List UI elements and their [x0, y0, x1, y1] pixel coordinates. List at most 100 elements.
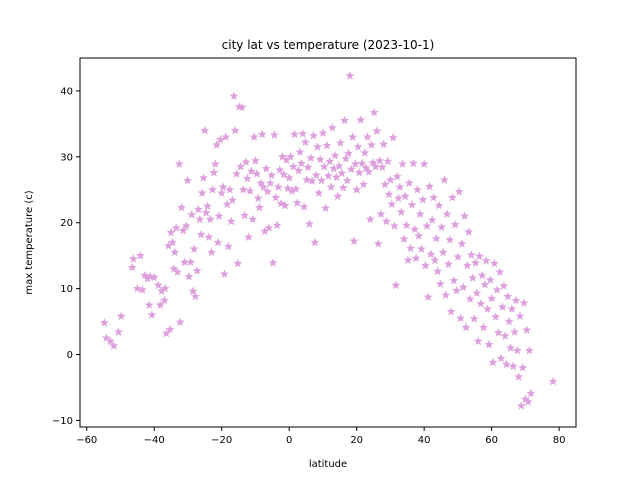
data-point	[300, 137, 310, 147]
data-point	[512, 345, 522, 355]
x-tick-label: −60	[76, 435, 97, 446]
data-point	[426, 249, 436, 259]
y-tick-label: 10	[60, 284, 73, 295]
data-point	[116, 311, 126, 321]
data-point	[514, 372, 524, 381]
data-point	[105, 336, 115, 346]
data-point	[462, 260, 472, 270]
data-point	[375, 156, 385, 165]
data-point	[402, 220, 412, 230]
data-point	[217, 188, 227, 197]
data-point	[256, 178, 266, 188]
data-point	[376, 209, 386, 219]
data-point	[465, 294, 475, 304]
data-point	[288, 161, 298, 171]
data-point	[403, 255, 413, 265]
data-point	[318, 128, 328, 137]
data-point	[233, 258, 243, 268]
data-point	[425, 181, 435, 191]
data-point	[341, 154, 351, 163]
y-tick-label: 30	[60, 152, 73, 163]
data-point	[277, 152, 287, 161]
data-point	[447, 192, 458, 202]
data-point	[188, 286, 198, 296]
data-point	[406, 243, 416, 253]
data-point	[345, 71, 355, 80]
data-point	[460, 211, 470, 220]
data-point	[240, 210, 250, 220]
data-point	[275, 165, 285, 174]
data-point	[294, 165, 304, 175]
data-point	[340, 115, 350, 125]
data-point	[437, 222, 447, 232]
data-point	[469, 314, 479, 323]
data-point	[466, 250, 476, 259]
data-points	[99, 71, 558, 410]
data-point	[159, 295, 169, 305]
data-point	[362, 132, 372, 141]
data-point	[384, 189, 394, 199]
data-point	[510, 327, 520, 336]
data-point	[252, 169, 262, 178]
data-point	[352, 185, 362, 194]
data-point	[365, 214, 375, 224]
data-point	[454, 187, 464, 196]
data-point	[389, 221, 400, 230]
data-point	[400, 191, 410, 201]
data-point	[215, 134, 225, 144]
data-point	[276, 198, 286, 208]
data-point	[371, 161, 381, 171]
y-tick-label: 20	[60, 218, 73, 229]
data-point	[137, 285, 147, 294]
x-tick-label: 0	[286, 435, 292, 446]
data-point	[272, 220, 282, 230]
data-point	[435, 279, 445, 288]
data-point	[263, 187, 273, 196]
data-point	[303, 162, 313, 172]
data-point	[322, 140, 332, 150]
data-point	[286, 152, 296, 161]
data-point	[416, 244, 426, 253]
data-point	[306, 153, 316, 163]
data-point	[254, 202, 265, 212]
data-point	[304, 219, 314, 228]
data-point	[209, 167, 219, 177]
data-point	[323, 171, 333, 180]
data-point	[198, 173, 209, 182]
data-point	[492, 285, 502, 294]
data-point	[321, 203, 331, 213]
data-point	[474, 251, 485, 261]
data-point	[523, 397, 533, 406]
data-point	[349, 236, 359, 246]
data-point	[250, 156, 260, 165]
data-point	[360, 148, 370, 157]
data-point	[373, 239, 383, 248]
plot-frame	[79, 57, 577, 428]
data-point	[495, 267, 505, 277]
data-point	[229, 91, 239, 101]
data-point	[348, 132, 358, 141]
data-point	[221, 132, 231, 141]
y-axis-label: max temperature (c)	[24, 190, 35, 294]
data-point	[524, 345, 534, 355]
data-point	[433, 266, 443, 276]
data-point	[419, 159, 429, 168]
data-point	[201, 208, 211, 217]
data-point	[515, 311, 525, 321]
data-point	[261, 163, 271, 173]
data-point	[399, 234, 409, 244]
data-point	[548, 376, 558, 386]
data-point	[429, 192, 439, 202]
data-point	[149, 272, 159, 282]
data-point	[423, 292, 433, 302]
data-point	[394, 193, 404, 203]
data-point	[461, 322, 471, 332]
data-point	[242, 173, 252, 183]
data-point	[504, 316, 514, 326]
data-point	[350, 159, 360, 168]
data-point	[271, 192, 281, 202]
data-point	[418, 194, 428, 204]
data-point	[308, 130, 319, 140]
chart-title: city lat vs temperature (2023-10-1)	[222, 38, 435, 52]
data-point	[407, 200, 417, 209]
